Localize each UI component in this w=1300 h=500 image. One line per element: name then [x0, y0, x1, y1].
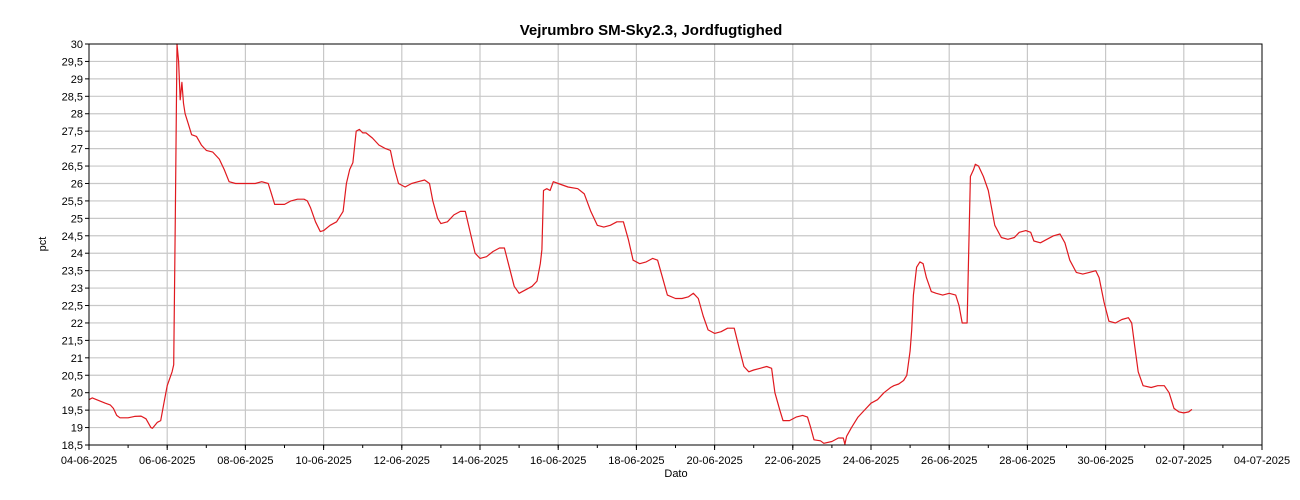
y-tick-label: 22 [71, 318, 83, 330]
x-tick-label: 06-06-2025 [139, 455, 195, 467]
x-tick-label: 04-07-2025 [1234, 455, 1290, 467]
y-tick-label: 28 [71, 109, 83, 121]
x-tick-label: 18-06-2025 [608, 455, 664, 467]
y-tick-label: 23 [71, 283, 83, 295]
x-tick-label: 30-06-2025 [1077, 455, 1133, 467]
y-axis-title: pct [37, 237, 49, 252]
x-tick-label: 14-06-2025 [452, 455, 508, 467]
x-tick-label: 12-06-2025 [374, 455, 430, 467]
y-tick-label: 29 [71, 74, 83, 86]
x-tick-label: 02-07-2025 [1156, 455, 1212, 467]
chart-title: Vejrumbro SM-Sky2.3, Jordfugtighed [520, 22, 783, 39]
y-tick-label: 18,5 [62, 440, 83, 452]
plot-area-frame [88, 43, 1263, 446]
y-tick-label: 25,5 [62, 196, 83, 208]
x-tick-label: 08-06-2025 [217, 455, 273, 467]
y-tick-label: 26 [71, 178, 83, 190]
x-axis-title: Dato [664, 468, 687, 480]
y-tick-label: 22,5 [62, 301, 83, 313]
x-tick-label: 24-06-2025 [843, 455, 899, 467]
y-tick-label: 24,5 [62, 231, 83, 243]
series-layer [88, 43, 1193, 445]
x-tick-label: 28-06-2025 [999, 455, 1055, 467]
x-tick-label: 26-06-2025 [921, 455, 977, 467]
x-tick-label: 22-06-2025 [765, 455, 821, 467]
y-tick-label: 27,5 [62, 126, 83, 138]
y-tick-label: 21 [71, 353, 83, 365]
x-tick-label: 10-06-2025 [295, 455, 351, 467]
x-tick-label: 20-06-2025 [686, 455, 742, 467]
y-tick-label: 23,5 [62, 266, 83, 278]
y-tick-label: 28,5 [62, 91, 83, 103]
y-tick-label: 29,5 [62, 56, 83, 68]
y-tick-label: 30 [71, 39, 83, 51]
y-tick-label: 25 [71, 213, 83, 225]
grid-lines [89, 44, 1262, 445]
y-tick-label: 24 [71, 248, 83, 260]
series-line [88, 43, 1193, 445]
x-tick-label: 16-06-2025 [530, 455, 586, 467]
y-tick-label: 27 [71, 144, 83, 156]
y-axis: 18,5 19 19,5 20 20,5 21 21,5 22 22,5 23 23,5 24 24,5… [62, 39, 89, 452]
y-tick-label: 19,5 [62, 405, 83, 417]
x-tick-label: 04-06-2025 [61, 455, 117, 467]
y-tick-label: 19 [71, 423, 83, 435]
y-tick-label: 20 [71, 388, 83, 400]
y-tick-label: 26,5 [62, 161, 83, 173]
y-tick-label: 20,5 [62, 370, 83, 382]
y-tick-label: 21,5 [62, 335, 83, 347]
x-axis: 04-06-2025 06-06-2025 08-06-2025 10-06-2025… [61, 445, 1290, 467]
